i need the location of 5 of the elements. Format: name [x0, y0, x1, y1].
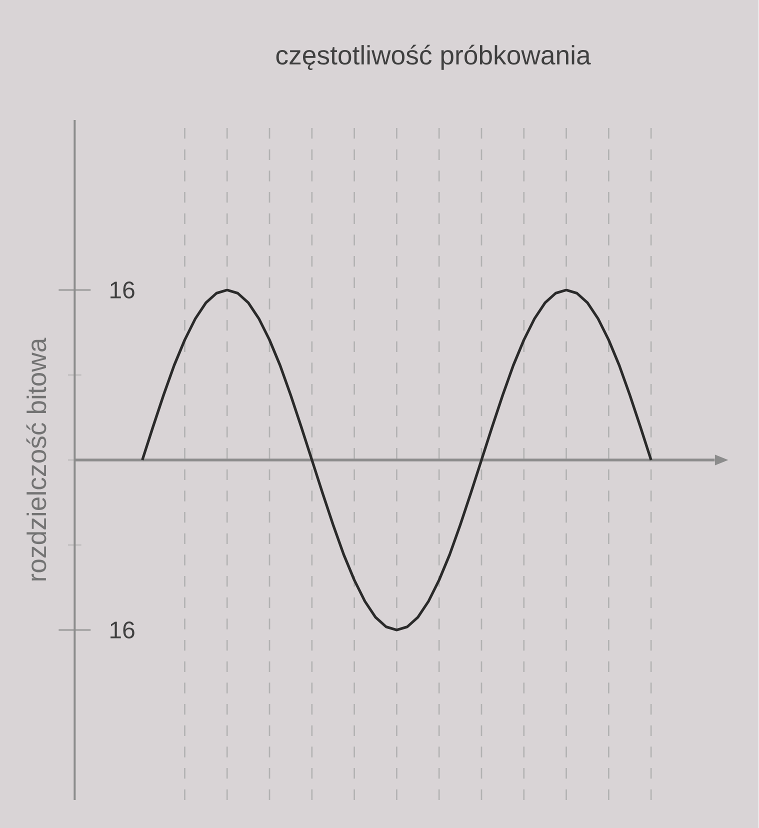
chart-title: częstotliwość próbkowania: [276, 44, 592, 70]
line-series: [141, 288, 653, 632]
y-tick-label: 16: [110, 621, 135, 638]
y-axis-title: rozdzielczość bitowa: [26, 338, 46, 580]
y-tick-label: 16: [110, 281, 135, 298]
